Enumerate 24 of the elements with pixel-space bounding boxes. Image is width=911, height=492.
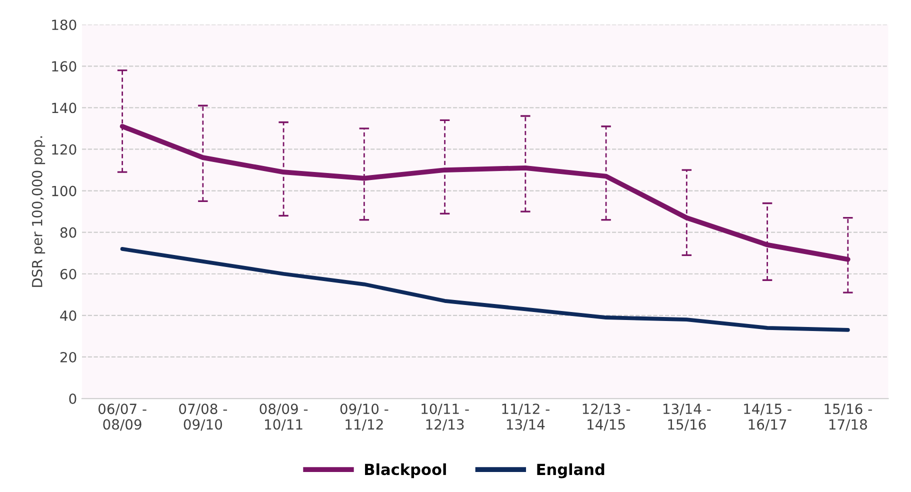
y-axis-title: DSR per 100,000 pop. <box>32 136 46 287</box>
x-tick-label: 09/10 - 11/12 <box>340 404 388 431</box>
y-tick-label: 60 <box>60 268 76 280</box>
x-tick-label: 12/13 - 14/15 <box>582 404 630 431</box>
y-tick-label: 180 <box>52 20 76 30</box>
y-tick-label: 100 <box>52 186 76 196</box>
x-tick-label: 06/07 - 08/09 <box>98 404 146 431</box>
x-tick-label: 08/09 - 10/11 <box>260 404 308 431</box>
y-tick-label: 120 <box>52 144 76 155</box>
x-tick-label: 13/14 - 15/16 <box>663 404 711 431</box>
y-tick-label: 140 <box>52 102 76 114</box>
legend-label: Blackpool <box>365 463 446 478</box>
legend-label: England <box>537 463 604 478</box>
y-tick-label: 80 <box>60 227 76 238</box>
x-tick-label: 14/15 - 16/17 <box>744 404 792 431</box>
x-tick-label: 15/16 - 17/18 <box>824 404 872 431</box>
y-tick-label: 20 <box>60 352 76 362</box>
y-tick-label: 160 <box>52 61 76 72</box>
x-tick-label: 10/11 - 12/13 <box>422 404 469 431</box>
y-tick-label: 40 <box>60 310 76 321</box>
y-tick-label: 0 <box>69 393 76 404</box>
line-series <box>120 247 850 332</box>
x-tick-label: 07/08 - 09/10 <box>179 404 227 431</box>
x-tick-label: 11/12 - 13/14 <box>502 404 550 431</box>
